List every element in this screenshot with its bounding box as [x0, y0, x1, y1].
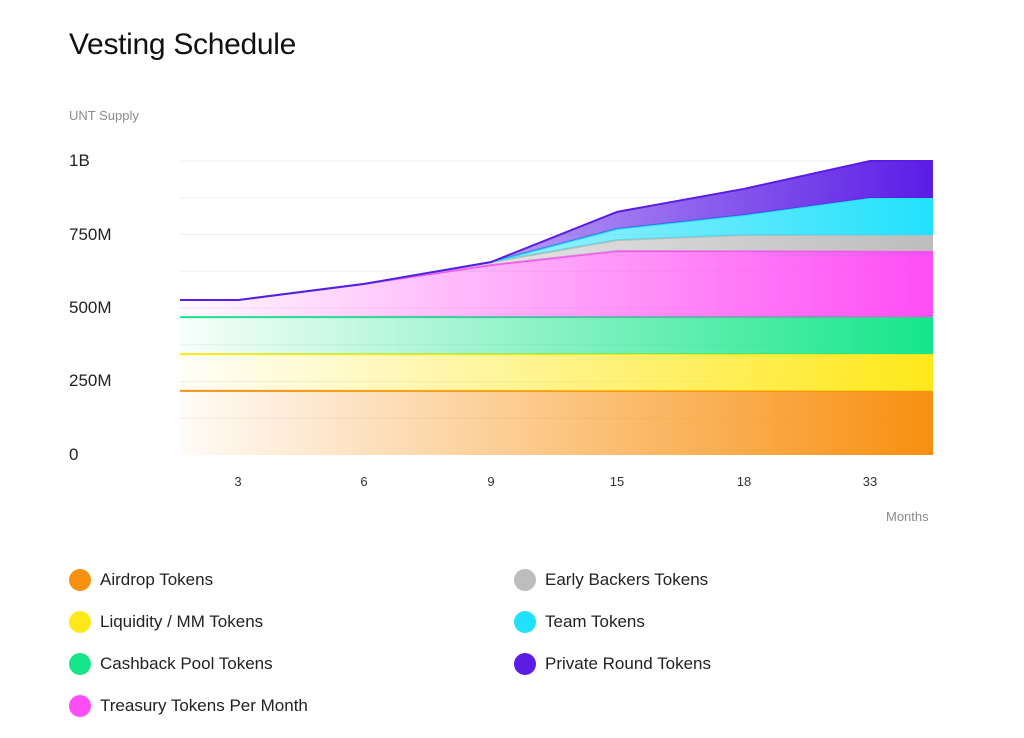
- legend-label: Team Tokens: [545, 612, 645, 631]
- legend-swatch-icon: [514, 569, 536, 591]
- area-cashback-pool-tokens: [180, 317, 933, 355]
- area-treasury-tokens-per-month: [180, 250, 933, 318]
- y-tick-label: 250M: [69, 371, 112, 390]
- legend-swatch-icon: [69, 569, 91, 591]
- legend-label: Early Backers Tokens: [545, 570, 709, 589]
- y-tick-label: 750M: [69, 225, 112, 244]
- x-tick-label: 6: [360, 474, 368, 489]
- legend-item-early-backers[interactable]: Early Backers Tokens: [514, 569, 708, 591]
- legend-item-private-round[interactable]: Private Round Tokens: [514, 653, 711, 675]
- area-early-backers-tokens: [180, 235, 933, 301]
- chart-title: Vesting Schedule: [69, 28, 297, 61]
- area-airdrop-tokens: [180, 390, 933, 455]
- area-liquidity-mm-tokens: [180, 354, 933, 391]
- x-tick-label: 15: [609, 474, 625, 489]
- legend-swatch-icon: [514, 653, 536, 675]
- legend-item-treasury[interactable]: Treasury Tokens Per Month: [69, 695, 308, 717]
- legend-item-cashback[interactable]: Cashback Pool Tokens: [69, 653, 273, 675]
- legend-swatch-icon: [69, 611, 91, 633]
- x-tick-label: 18: [736, 474, 752, 489]
- legend-swatch-icon: [69, 695, 91, 717]
- area-private-round-tokens: [180, 161, 933, 301]
- legend-label: Airdrop Tokens: [100, 570, 214, 589]
- legend-swatch-icon: [514, 611, 536, 633]
- legend-label: Liquidity / MM Tokens: [100, 612, 264, 631]
- legend-label: Cashback Pool Tokens: [100, 654, 273, 673]
- legend-item-liquidity[interactable]: Liquidity / MM Tokens: [69, 611, 263, 633]
- y-axis-label: UNT Supply: [69, 108, 139, 123]
- x-axis-label: Months: [886, 509, 929, 524]
- legend-label: Treasury Tokens Per Month: [100, 696, 308, 715]
- x-tick-label: 9: [487, 474, 495, 489]
- legend-label: Private Round Tokens: [545, 654, 712, 673]
- y-tick-label: 0: [69, 445, 79, 464]
- y-tick-label: 1B: [69, 151, 90, 170]
- x-tick-label: 3: [234, 474, 242, 489]
- legend-swatch-icon: [69, 653, 91, 675]
- series-line: [180, 160, 933, 302]
- y-tick-label: 500M: [69, 298, 112, 317]
- legend-item-team[interactable]: Team Tokens: [514, 611, 645, 633]
- legend-item-airdrop[interactable]: Airdrop Tokens: [69, 569, 213, 591]
- area-team-tokens: [180, 198, 933, 301]
- x-tick-label: 33: [862, 474, 878, 489]
